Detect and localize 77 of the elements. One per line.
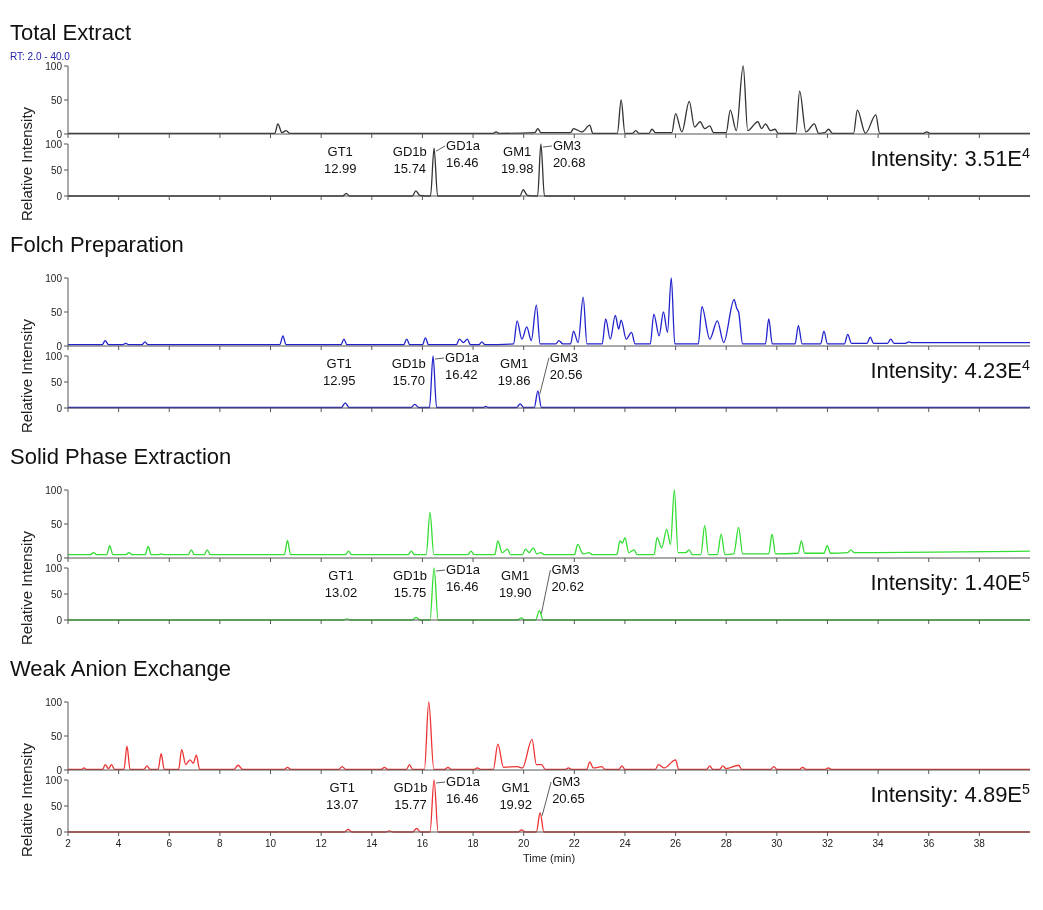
annotation: GD1b 15.77 <box>393 780 428 812</box>
annotation: Intensity: 4.89E$^{5}$ <box>870 781 1031 807</box>
annotation: GT1 12.95 <box>322 356 356 388</box>
y-axis-title: Relative Intensity <box>18 318 35 434</box>
x-tick-label: 38 <box>973 838 986 849</box>
annotation: GM1 19.90 <box>498 568 532 600</box>
y-tick-label: 100 <box>45 696 63 708</box>
x-tick-label: 30 <box>771 838 783 849</box>
y-axis-title: Relative Intensity <box>18 106 35 222</box>
x-tick-label: 22 <box>568 838 581 849</box>
x-tick-label: 36 <box>923 838 935 849</box>
x-tick-label: 16 <box>416 838 429 849</box>
x-tick-label: 14 <box>366 838 378 849</box>
y-tick-label: 50 <box>50 94 63 106</box>
y-tick-label: 50 <box>50 730 63 742</box>
x-tick-label: 28 <box>720 838 733 849</box>
annotation: GD1b 15.75 <box>393 568 428 600</box>
annotation: GD1b 15.70 <box>391 356 426 388</box>
x-tick-label: 18 <box>467 838 480 849</box>
y-tick-label: 100 <box>45 562 63 574</box>
y-tick-label: 0 <box>56 190 63 202</box>
x-tick-label: 20 <box>518 838 530 849</box>
x-tick-label: 32 <box>821 838 834 849</box>
annotation: GD1a 16.46 <box>446 562 481 594</box>
x-tick-label: 6 <box>166 838 173 849</box>
text: RT: 2.0 - 40.0 <box>10 51 71 62</box>
annotation: GM1 19.92 <box>499 780 532 812</box>
y-tick-label: 0 <box>56 614 63 626</box>
y-tick-label: 50 <box>50 376 63 388</box>
y-axis-title: Relative Intensity <box>18 742 35 858</box>
annotation: GD1a 16.46 <box>446 774 481 806</box>
x-tick-label: 26 <box>670 838 682 849</box>
y-tick-label: 50 <box>50 800 63 812</box>
annotation: GM1 19.98 <box>500 144 534 176</box>
chart-title: Folch Preparation <box>10 232 184 257</box>
annotation: GM3 20.65 <box>552 774 585 806</box>
y-axis-title: Relative Intensity <box>18 530 35 646</box>
x-tick-label: 12 <box>315 838 328 849</box>
annotation: GM1 19.86 <box>497 356 531 388</box>
x-tick-label: 10 <box>264 838 277 849</box>
annotation: GT1 13.02 <box>324 568 358 600</box>
x-tick-label: 8 <box>217 838 224 849</box>
y-tick-label: 100 <box>45 272 63 284</box>
y-tick-label: 100 <box>45 774 63 786</box>
y-tick-label: 50 <box>50 518 63 530</box>
y-tick-label: 100 <box>45 484 63 496</box>
x-tick-label: 24 <box>619 838 631 849</box>
y-tick-label: 0 <box>56 552 63 564</box>
y-tick-label: 0 <box>56 826 63 838</box>
y-tick-label: 0 <box>56 128 63 140</box>
x-tick-label: 2 <box>65 838 72 849</box>
y-tick-label: 50 <box>50 588 63 600</box>
y-tick-label: 50 <box>50 164 63 176</box>
y-tick-label: 50 <box>50 306 63 318</box>
y-tick-label: 0 <box>56 340 63 352</box>
chart-title: Solid Phase Extraction <box>10 444 232 469</box>
annotation: GM3 20.62 <box>551 562 584 594</box>
annotation: GM3 20.56 <box>549 350 583 382</box>
annotation: GD1a 16.42 <box>445 350 480 382</box>
y-tick-label: 100 <box>45 60 63 72</box>
annotation: GD1a 16.46 <box>446 138 481 170</box>
y-tick-label: 100 <box>45 350 63 362</box>
annotation: GT1 12.99 <box>323 144 357 176</box>
y-tick-label: 0 <box>56 402 63 414</box>
annotation: GM3 20.68 <box>552 138 586 170</box>
annotation: Intensity: 4.23E$^{4}$ <box>870 357 1031 383</box>
x-tick-label: 34 <box>872 838 885 849</box>
y-tick-label: 100 <box>45 138 63 150</box>
annotation: Intensity: 1.40E$^{5}$ <box>870 569 1031 595</box>
annotation: GD1b 15.74 <box>392 144 427 176</box>
annotation: Intensity: 3.51E$^{4}$ <box>870 145 1031 171</box>
chart-title: Weak Anion Exchange <box>10 656 231 681</box>
x-axis-title: Time (min) <box>522 852 576 864</box>
x-tick-label: 4 <box>115 838 122 849</box>
chart-title: Total Extract <box>10 20 132 45</box>
annotation: GT1 13.07 <box>325 780 359 812</box>
y-tick-label: 0 <box>56 764 63 776</box>
